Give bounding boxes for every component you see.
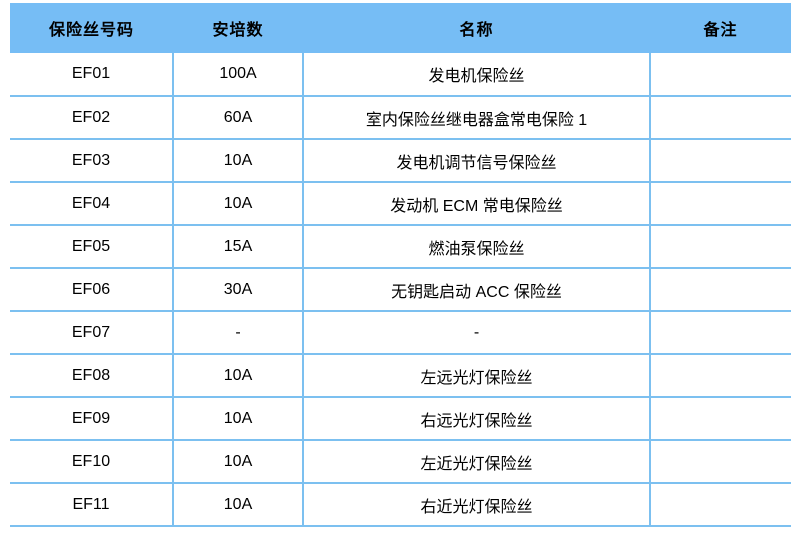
fuse-code-cell: EF07 bbox=[10, 311, 173, 355]
note-cell bbox=[649, 440, 791, 484]
table-row: EF03 10A 发电机调节信号保险丝 bbox=[10, 139, 791, 183]
amperage-cell: 10A bbox=[172, 182, 303, 226]
fuse-table-header: 保险丝号码 安培数 名称 备注 bbox=[10, 3, 791, 53]
fuse-code-cell: EF11 bbox=[10, 483, 173, 527]
amperage-cell: 10A bbox=[172, 440, 303, 484]
name-cell: 发电机保险丝 bbox=[302, 53, 650, 97]
fuse-code-cell: EF03 bbox=[10, 139, 173, 183]
fuse-code-cell: EF10 bbox=[10, 440, 173, 484]
note-cell bbox=[649, 354, 791, 398]
table-row: EF08 10A 左远光灯保险丝 bbox=[10, 354, 791, 398]
header-note: 备注 bbox=[650, 3, 791, 53]
table-row: EF10 10A 左近光灯保险丝 bbox=[10, 440, 791, 484]
name-cell: 左近光灯保险丝 bbox=[302, 440, 650, 484]
fuse-code-cell: EF05 bbox=[10, 225, 173, 269]
fuse-code-cell: EF02 bbox=[10, 96, 173, 140]
note-cell bbox=[649, 397, 791, 441]
note-cell bbox=[649, 96, 791, 140]
fuse-table-body: EF01 100A 发电机保险丝 EF02 60A 室内保险丝继电器盒常电保险 1 EF03… bbox=[10, 53, 791, 527]
note-cell bbox=[649, 268, 791, 312]
name-cell: 右近光灯保险丝 bbox=[302, 483, 650, 527]
note-cell bbox=[649, 225, 791, 269]
amperage-cell: 15A bbox=[172, 225, 303, 269]
amperage-cell: 30A bbox=[172, 268, 303, 312]
fuse-table: 保险丝号码 安培数 名称 备注 EF01 100A 发电机保险丝 EF02 60A 室内保… bbox=[10, 3, 791, 527]
amperage-cell: 60A bbox=[172, 96, 303, 140]
table-row: EF04 10A 发动机 ECM 常电保险丝 bbox=[10, 182, 791, 226]
table-row: EF06 30A 无钥匙启动 ACC 保险丝 bbox=[10, 268, 791, 312]
table-row: EF07- - bbox=[10, 311, 791, 355]
table-row: EF01 100A 发电机保险丝 bbox=[10, 53, 791, 97]
fuse-code-cell: EF06 bbox=[10, 268, 173, 312]
name-cell: 无钥匙启动 ACC 保险丝 bbox=[302, 268, 650, 312]
note-cell bbox=[649, 139, 791, 183]
name-cell: 发动机 ECM 常电保险丝 bbox=[302, 182, 650, 226]
table-row: EF09 10A 右远光灯保险丝 bbox=[10, 397, 791, 441]
amperage-cell: 10A bbox=[172, 397, 303, 441]
name-cell: 右远光灯保险丝 bbox=[302, 397, 650, 441]
note-cell bbox=[649, 182, 791, 226]
header-amperage: 安培数 bbox=[173, 3, 303, 53]
fuse-code-cell: EF04 bbox=[10, 182, 173, 226]
table-row: EF05 15A 燃油泵保险丝 bbox=[10, 225, 791, 269]
amperage-cell: 10A bbox=[172, 354, 303, 398]
note-cell bbox=[649, 483, 791, 527]
fuse-code-cell: EF09 bbox=[10, 397, 173, 441]
note-cell bbox=[649, 311, 791, 355]
name-cell: 室内保险丝继电器盒常电保险 1 bbox=[302, 96, 650, 140]
amperage-cell: 10A bbox=[172, 483, 303, 527]
header-name: 名称 bbox=[303, 3, 650, 53]
note-cell bbox=[649, 53, 791, 97]
header-fuse-number: 保险丝号码 bbox=[10, 3, 173, 53]
amperage-cell: 10A bbox=[172, 139, 303, 183]
table-row: EF11 10A 右近光灯保险丝 bbox=[10, 483, 791, 527]
name-cell: - bbox=[302, 311, 650, 355]
name-cell: 发电机调节信号保险丝 bbox=[302, 139, 650, 183]
amperage-cell: 100A bbox=[172, 53, 303, 97]
amperage-cell: - bbox=[172, 311, 303, 355]
name-cell: 燃油泵保险丝 bbox=[302, 225, 650, 269]
table-row: EF02 60A 室内保险丝继电器盒常电保险 1 bbox=[10, 96, 791, 140]
fuse-code-cell: EF08 bbox=[10, 354, 173, 398]
name-cell: 左远光灯保险丝 bbox=[302, 354, 650, 398]
header-row: 保险丝号码 安培数 名称 备注 bbox=[10, 3, 791, 53]
fuse-code-cell: EF01 bbox=[10, 53, 173, 97]
